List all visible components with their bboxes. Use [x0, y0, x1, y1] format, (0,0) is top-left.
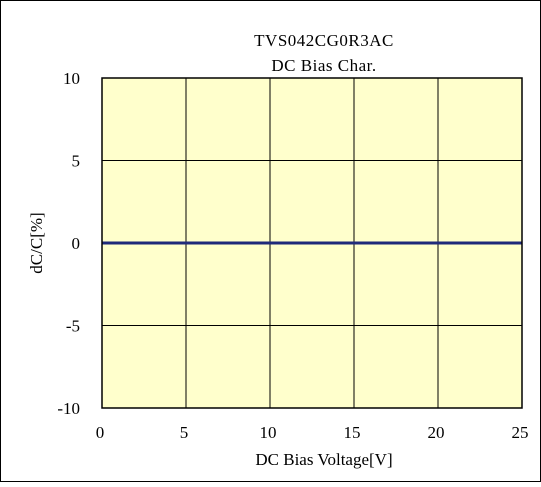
y-tick-label: 10 [63, 69, 80, 88]
y-tick-label: -5 [66, 317, 80, 336]
y-axis-title: dC/C[%] [27, 212, 46, 273]
x-tick-label: 5 [180, 423, 189, 442]
x-tick-label: 20 [428, 423, 445, 442]
x-tick-label: 15 [344, 423, 361, 442]
y-tick-label: -10 [57, 399, 80, 418]
x-tick-label: 0 [96, 423, 105, 442]
y-tick-label: 5 [72, 152, 81, 171]
y-tick-label: 0 [72, 234, 81, 253]
x-axis-title: DC Bias Voltage[V] [255, 450, 392, 469]
chart-subtitle: DC Bias Char. [271, 56, 376, 75]
y-axis-ticks: 10 5 0 -5 -10 [57, 69, 80, 418]
x-tick-label: 25 [512, 423, 529, 442]
plot-border [101, 77, 523, 409]
chart-title: TVS042CG0R3AC [254, 31, 394, 50]
x-tick-label: 10 [260, 423, 277, 442]
x-axis-ticks: 0 5 10 15 20 25 [96, 423, 529, 442]
